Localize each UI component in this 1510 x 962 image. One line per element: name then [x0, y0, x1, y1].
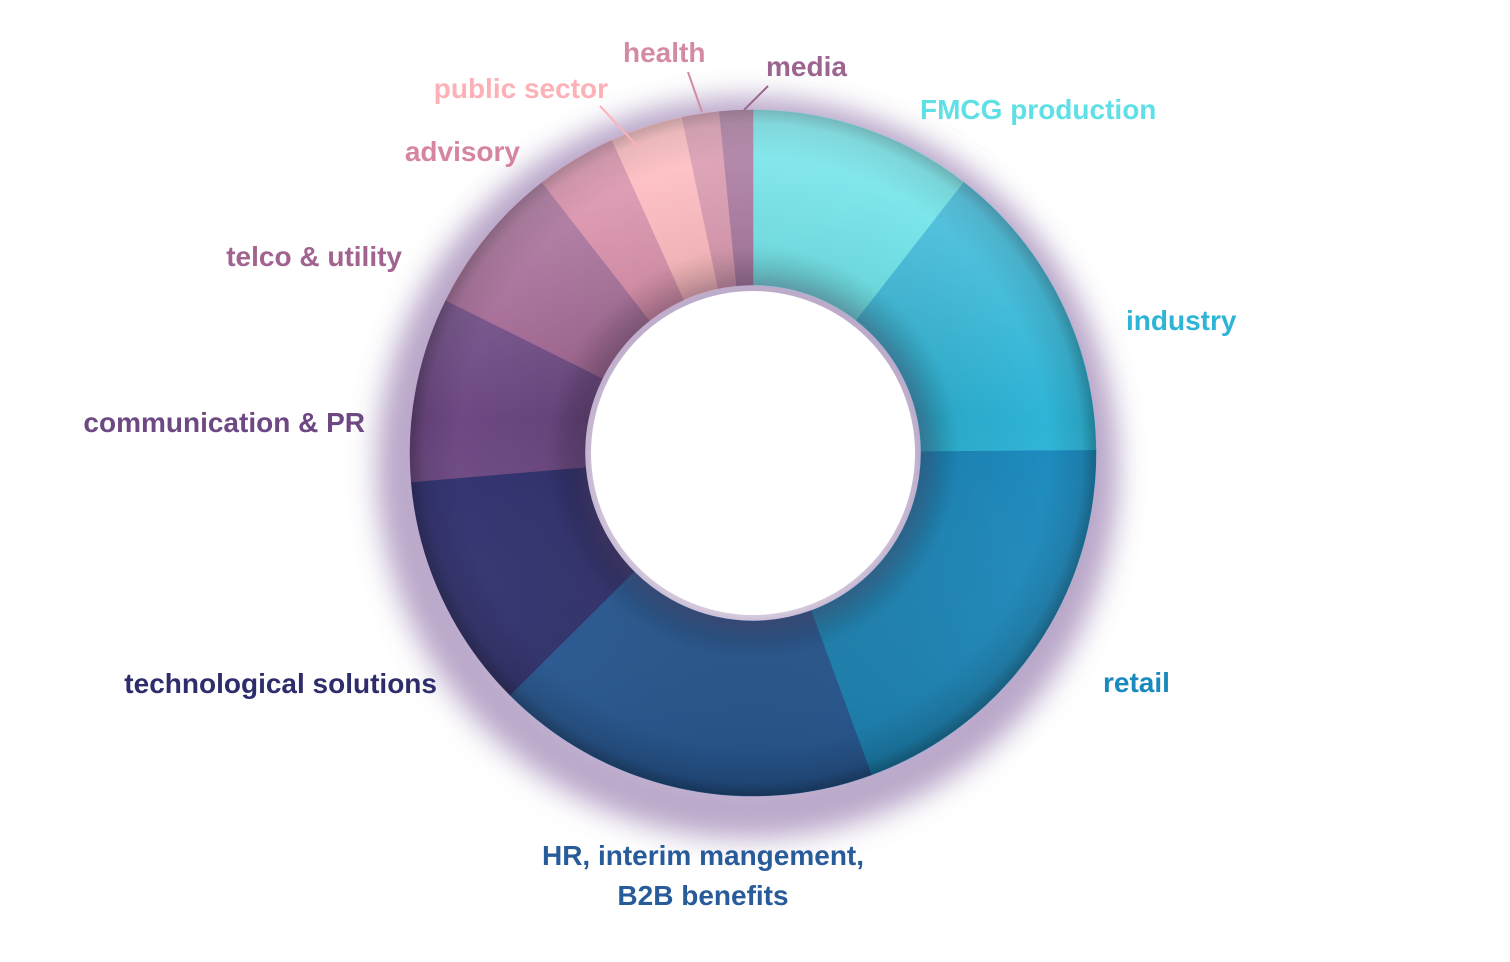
segment-label-health: health — [623, 37, 705, 68]
segment-label-hr-interim-mangement-b2b-benefits: HR, interim mangement, B2B benefits — [542, 840, 864, 911]
segment-label-technological-solutions: technological solutions — [124, 668, 437, 699]
hole-inner-shadow — [582, 284, 928, 630]
segment-label-line: media — [766, 51, 847, 82]
segment-label-line: public sector — [434, 73, 608, 104]
segment-labels: FMCG production industry retail HR, interim… — [83, 37, 1236, 911]
segment-label-line: industry — [1126, 305, 1237, 336]
segment-label-line: advisory — [405, 136, 521, 167]
segment-label-line: telco & utility — [226, 241, 402, 272]
segment-label-line: retail — [1103, 667, 1170, 698]
segment-label-telco-utility: telco & utility — [226, 241, 402, 272]
leader-line-health — [687, 71, 703, 113]
segment-label-retail: retail — [1103, 667, 1170, 698]
leader-line-public-sector — [599, 105, 641, 151]
segment-label-industry: industry — [1126, 305, 1237, 336]
segment-label-line: B2B benefits — [617, 880, 788, 911]
segment-label-media: media — [766, 51, 847, 82]
leader-lines — [599, 71, 769, 151]
segment-label-line: communication & PR — [83, 407, 365, 438]
donut-hole — [591, 291, 915, 615]
ring-rim-light — [409, 110, 1096, 796]
segment-label-advisory: advisory — [405, 136, 521, 167]
segment-label-fmcg-production: FMCG production — [920, 94, 1156, 125]
segment-label-line: HR, interim mangement, — [542, 840, 864, 871]
leader-line-media — [743, 85, 769, 111]
segment-label-line: technological solutions — [124, 668, 437, 699]
segment-label-communication-pr: communication & PR — [83, 407, 365, 438]
segment-label-line: health — [623, 37, 705, 68]
donut-shading — [409, 110, 1096, 796]
segment-label-public-sector: public sector — [434, 73, 608, 104]
segment-label-line: FMCG production — [920, 94, 1156, 125]
